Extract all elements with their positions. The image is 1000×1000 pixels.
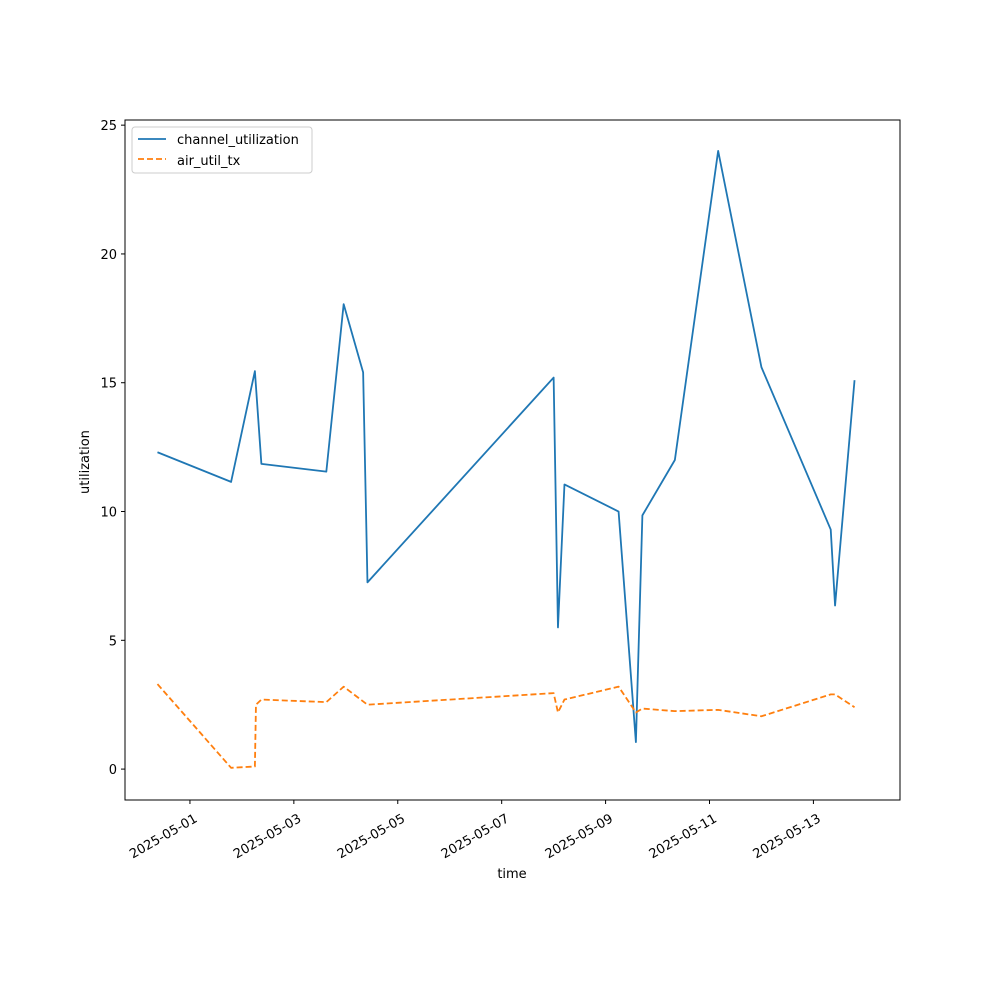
y-tick-label: 25 [100,119,117,134]
y-tick-label: 20 [100,248,117,263]
x-tick-label: 2025-05-01 [127,811,200,862]
x-tick-label: 2025-05-13 [751,811,824,862]
x-axis: 2025-05-01 2025-05-03 2025-05-05 2025-05-07… [127,800,824,862]
x-tick-label: 2025-05-03 [231,811,304,862]
y-tick-label: 10 [100,506,117,521]
y-axis: 0 5 10 15 20 25 [100,119,125,778]
series-line-air-util-tx [156,683,856,769]
y-tick-label: 15 [100,377,117,392]
series-layer [156,150,856,769]
x-axis-label: time [497,867,526,882]
x-tick-label: 2025-05-05 [335,811,408,862]
y-axis-label: utilization [78,430,93,494]
x-tick-label: 2025-05-11 [647,811,720,862]
legend-label-air-util-tx: air_util_tx [177,154,241,169]
legend: channel_utilization air_util_tx [131,126,313,174]
y-tick-label: 5 [109,634,117,649]
x-tick-label: 2025-05-09 [543,811,616,862]
y-tick-label: 0 [109,763,117,778]
legend-label-channel-utilization: channel_utilization [177,133,299,148]
plot-frame [124,119,901,801]
legend-box [131,126,313,174]
series-line-channel-utilization [157,150,856,743]
x-tick-label: 2025-05-07 [439,811,512,862]
